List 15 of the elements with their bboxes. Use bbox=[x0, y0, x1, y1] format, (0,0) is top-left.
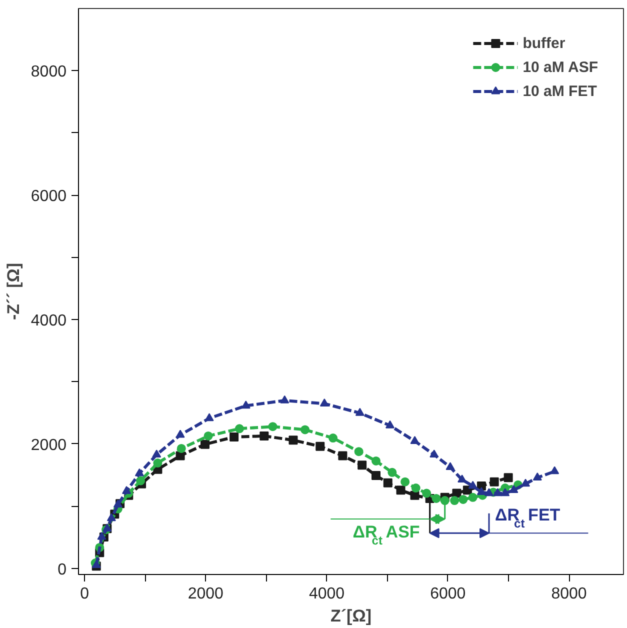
x-axis-title: Z´[Ω] bbox=[330, 606, 372, 626]
y-tick-label: 6000 bbox=[30, 188, 67, 206]
y-tick-label: 8000 bbox=[30, 64, 67, 81]
x-tick-label: 8000 bbox=[551, 586, 587, 602]
legend-label: 10 aM FET bbox=[522, 82, 597, 100]
legend-label: buffer bbox=[522, 34, 566, 52]
x-tick-label: 0 bbox=[80, 586, 90, 602]
x-tick-label: 4000 bbox=[308, 586, 345, 602]
legend-label: 10 aM ASF bbox=[522, 58, 598, 76]
y-tick-label: 2000 bbox=[30, 436, 67, 454]
x-tick-label: 6000 bbox=[430, 586, 466, 602]
y-axis-title: -Z´´ [Ω] bbox=[4, 262, 23, 320]
x-tick-label: 2000 bbox=[188, 586, 224, 602]
y-tick-label: 0 bbox=[58, 561, 67, 578]
y-tick-label: 4000 bbox=[30, 312, 67, 330]
